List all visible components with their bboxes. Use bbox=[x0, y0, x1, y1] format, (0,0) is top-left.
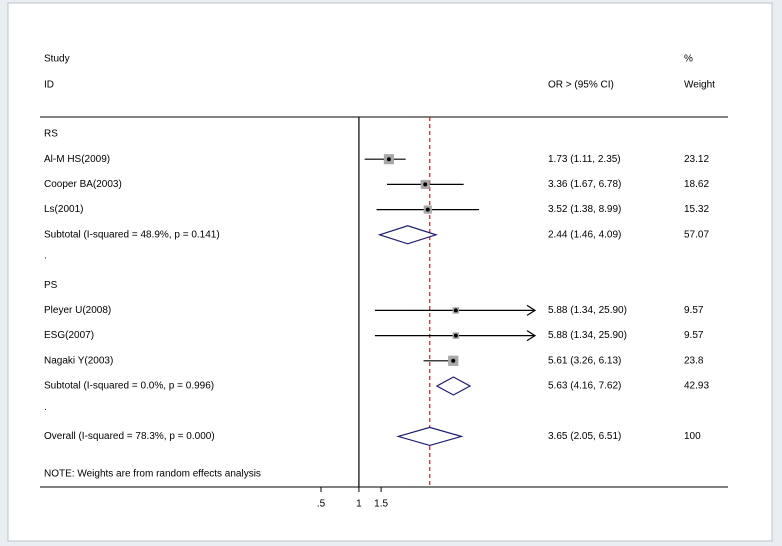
effect-label: 3.36 (1.67, 6.78) bbox=[548, 179, 621, 190]
header-id: ID bbox=[44, 80, 54, 91]
weight-label: 9.57 bbox=[684, 305, 704, 316]
point-estimate bbox=[425, 207, 430, 212]
effect-label: 2.44 (1.46, 4.09) bbox=[548, 229, 621, 240]
group-label: RS bbox=[44, 129, 58, 140]
weight-label: 9.57 bbox=[684, 330, 704, 341]
effect-label: 5.88 (1.34, 25.90) bbox=[548, 305, 627, 316]
pooled-diamond bbox=[435, 376, 472, 396]
weight-label: 18.62 bbox=[684, 179, 709, 190]
point-estimate bbox=[453, 308, 458, 313]
weight-label: 23.12 bbox=[684, 154, 709, 165]
weight-label: 15.32 bbox=[684, 204, 709, 215]
x-tick-label: .5 bbox=[317, 499, 326, 510]
ci-arrow bbox=[526, 304, 537, 316]
weight-label: 57.07 bbox=[684, 229, 709, 240]
row-label: Nagaki Y(2003) bbox=[44, 355, 113, 366]
header-weight-top: % bbox=[684, 54, 693, 65]
x-tick-label: 1 bbox=[356, 499, 362, 510]
point-estimate bbox=[453, 333, 458, 338]
header-effect: OR > (95% CI) bbox=[548, 80, 614, 91]
x-tick-label: 1.5 bbox=[374, 499, 388, 510]
gap-label: . bbox=[44, 402, 47, 413]
gap-label: . bbox=[44, 251, 47, 262]
header-weight: Weight bbox=[684, 80, 715, 91]
effect-label: 5.63 (4.16, 7.62) bbox=[548, 381, 621, 392]
effect-label: 3.65 (2.05, 6.51) bbox=[548, 431, 621, 442]
row-label: Pleyer U(2008) bbox=[44, 305, 111, 316]
row-label: ESG(2007) bbox=[44, 330, 94, 341]
point-estimate bbox=[423, 182, 428, 187]
effect-label: 5.88 (1.34, 25.90) bbox=[548, 330, 627, 341]
row-label: Cooper BA(2003) bbox=[44, 179, 122, 190]
ci-arrow bbox=[526, 330, 537, 342]
point-estimate bbox=[451, 358, 456, 363]
pooled-diamond bbox=[377, 225, 438, 245]
panel bbox=[7, 2, 773, 542]
point-estimate bbox=[386, 157, 391, 162]
row-label: Subtotal (I-squared = 48.9%, p = 0.141) bbox=[44, 229, 220, 240]
weight-label: 42.93 bbox=[684, 381, 709, 392]
effect-label: 1.73 (1.11, 2.35) bbox=[548, 154, 621, 165]
row-label: Al-M HS(2009) bbox=[44, 154, 110, 165]
pooled-diamond bbox=[395, 426, 464, 447]
weight-label: 23.8 bbox=[684, 355, 704, 366]
row-label: Ls(2001) bbox=[44, 204, 83, 215]
row-label: Subtotal (I-squared = 0.0%, p = 0.996) bbox=[44, 381, 214, 392]
group-label: PS bbox=[44, 280, 58, 291]
row-label: Overall (I-squared = 78.3%, p = 0.000) bbox=[44, 431, 215, 442]
effect-label: 3.52 (1.38, 8.99) bbox=[548, 204, 621, 215]
note: NOTE: Weights are from random effects an… bbox=[44, 469, 261, 480]
weight-label: 100 bbox=[684, 431, 701, 442]
header-study: Study bbox=[44, 54, 70, 65]
effect-label: 5.61 (3.26, 6.13) bbox=[548, 355, 621, 366]
